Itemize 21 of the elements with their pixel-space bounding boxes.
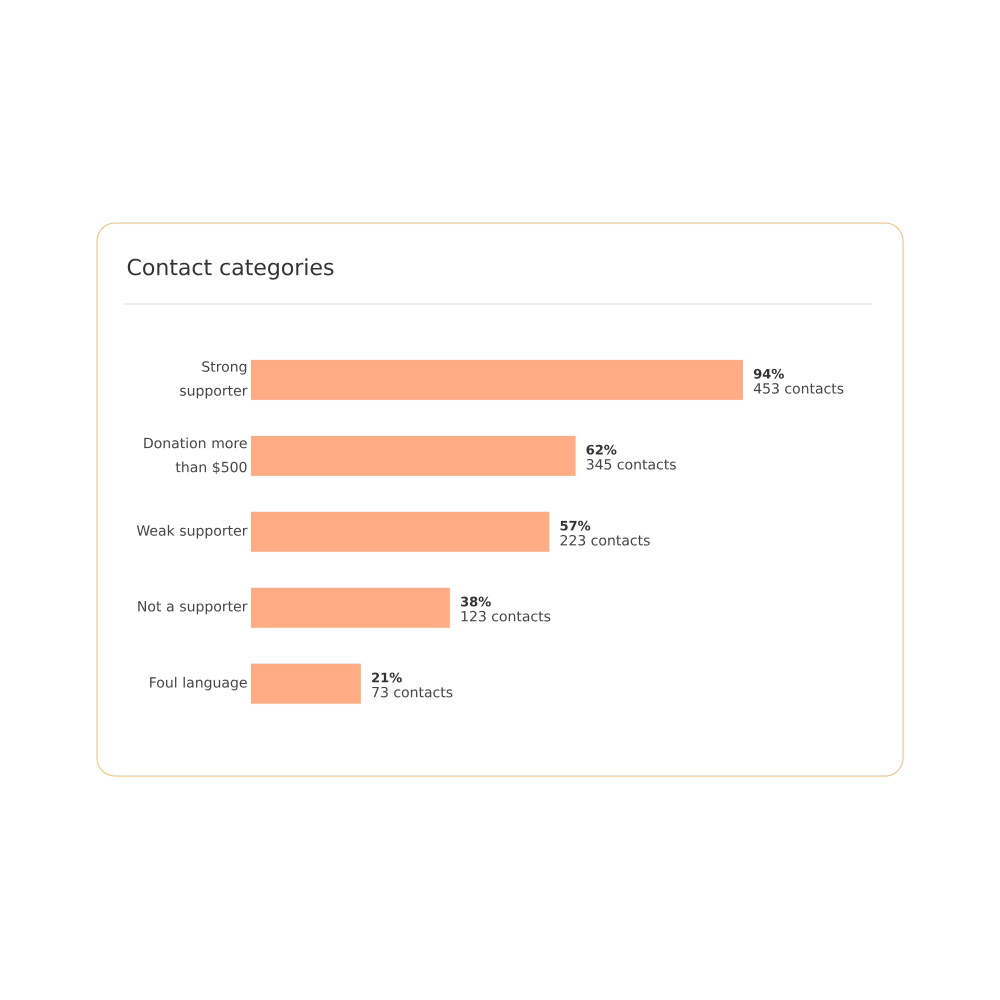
annotation: 453 contacts [754, 383, 844, 394]
y-tick-label: Foul language [150, 676, 247, 690]
bar [251, 512, 550, 552]
data-label: 57% [560, 520, 590, 531]
chart-title: Contact categories [128, 258, 334, 280]
annotation: 73 contacts [372, 686, 452, 698]
annotation: 345 contacts [586, 459, 676, 470]
data-label: 62% [586, 444, 616, 455]
annotation: 123 contacts [462, 610, 550, 622]
bar [251, 360, 743, 400]
bar [251, 436, 576, 476]
data-label: 38% [460, 596, 491, 607]
y-tick-label: Not a supporter [138, 601, 248, 614]
data-label: 21% [372, 672, 402, 682]
y-tick-label: Donation more than $500 [144, 437, 247, 474]
data-label: 94% [754, 368, 784, 379]
bar [251, 664, 361, 704]
bar [251, 588, 450, 628]
annotation: 223 contacts [560, 534, 650, 546]
y-tick-label: Weak supporter [136, 525, 248, 539]
y-tick-label: Strong supporter [180, 361, 248, 399]
